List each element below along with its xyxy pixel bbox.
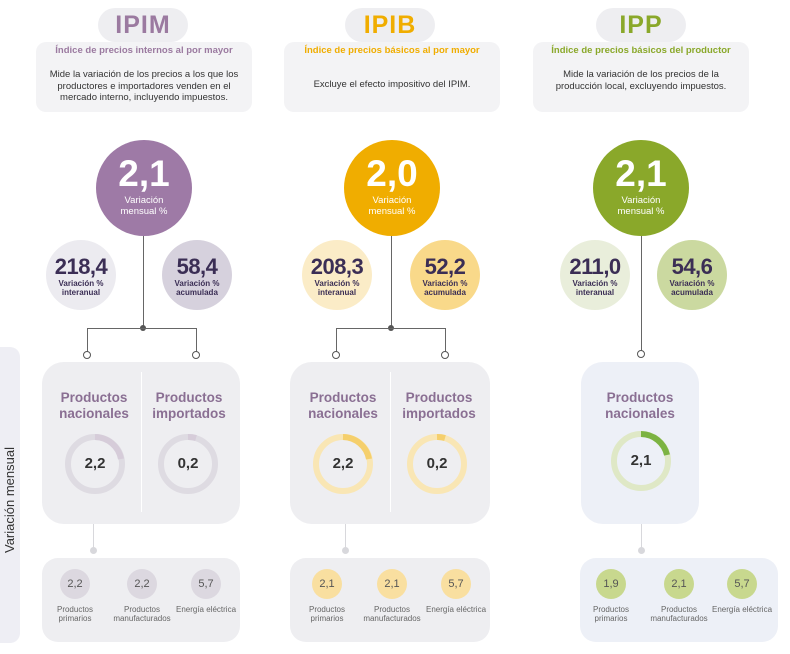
accumulated-circle: 58,4 Variación % acumulada: [162, 240, 232, 310]
product-national-label: Productos nacionales: [59, 390, 129, 421]
connector-node: [342, 547, 349, 554]
monthly-variation-circle: 2,1 Variación mensual %: [96, 140, 192, 236]
product-national-value: 2,2: [332, 455, 354, 472]
breakdown-primary-circle: 2,1: [312, 569, 342, 599]
description-box: Índice de precios básicos al por mayor E…: [284, 42, 500, 112]
connector-end-node: [332, 351, 340, 359]
products-panel: [581, 362, 699, 524]
panel-divider: [390, 372, 391, 512]
breakdown-manufactured-label: Productos manufacturados: [363, 605, 421, 623]
interannual-circle: 208,3 Variación % interanual: [302, 240, 372, 310]
accumulated-label: Variación % acumulada: [174, 279, 220, 297]
accumulated-label: Variación % acumulada: [422, 279, 468, 297]
column-subtitle: Índice de precios básicos del productor: [551, 45, 731, 56]
panel-divider: [141, 372, 142, 512]
connector-line: [445, 328, 446, 352]
product-national-value: 2,1: [630, 452, 652, 469]
column-title: IPIM: [98, 8, 188, 42]
interannual-circle: 211,0 Variación % interanual: [560, 240, 630, 310]
description-box: Índice de precios básicos del productor …: [533, 42, 749, 112]
monthly-value: 2,0: [366, 153, 418, 194]
monthly-label: Variación mensual %: [368, 195, 416, 217]
breakdown-energy-circle: 5,7: [191, 569, 221, 599]
column-title: IPP: [596, 8, 686, 42]
monthly-label: Variación mensual %: [617, 195, 665, 217]
accumulated-value: 54,6: [671, 254, 713, 279]
connector-line: [93, 524, 94, 550]
breakdown-manufactured-circle: 2,2: [127, 569, 157, 599]
connector-line: [345, 524, 346, 550]
product-imported-value: 0,2: [426, 455, 448, 472]
connector-line: [87, 328, 197, 329]
accumulated-circle: 54,6 Variación % acumulada: [657, 240, 727, 310]
ring-gauge-national: [313, 434, 373, 494]
interannual-label: Variación % interanual: [572, 279, 618, 297]
connector-line: [87, 328, 88, 352]
product-imported-label: Productos importados: [402, 390, 476, 421]
interannual-circle: 218,4 Variación % interanual: [46, 240, 116, 310]
column-subtitle: Índice de precios básicos al por mayor: [304, 45, 480, 56]
column-description: Mide la variación de los precios de la p…: [555, 69, 727, 92]
connector-end-node: [83, 351, 91, 359]
column-description: Excluye el efecto impositivo del IPIM.: [313, 79, 471, 90]
monthly-variation-circle: 2,1 Variación mensual %: [593, 140, 689, 236]
connector-end-node: [192, 351, 200, 359]
description-box: Índice de precios internos al por mayor …: [36, 42, 252, 112]
product-imported-label: Productos importados: [152, 390, 226, 421]
breakdown-manufactured-circle: 2,1: [664, 569, 694, 599]
breakdown-energy-label: Energía eléctrica: [425, 605, 487, 614]
connector-line: [336, 328, 446, 329]
monthly-value: 2,1: [118, 153, 170, 194]
connector-node: [90, 547, 97, 554]
connector-line: [641, 236, 642, 351]
breakdown-primary-label: Productos primarios: [592, 605, 630, 623]
column-description: Mide la variación de los precios a los q…: [49, 69, 239, 103]
connector-line: [196, 328, 197, 352]
breakdown-energy-circle: 5,7: [727, 569, 757, 599]
accumulated-value: 58,4: [176, 254, 218, 279]
ring-gauge-national: [611, 431, 671, 491]
connector-line: [391, 236, 392, 328]
product-national-label: Productos nacionales: [605, 390, 675, 421]
breakdown-energy-label: Energía eléctrica: [175, 605, 237, 614]
interannual-value: 208,3: [310, 254, 364, 279]
breakdown-manufactured-label: Productos manufacturados: [113, 605, 171, 623]
connector-end-node: [441, 351, 449, 359]
monthly-label: Variación mensual %: [120, 195, 168, 217]
column-title: IPIB: [345, 8, 435, 42]
connector-end-node: [637, 350, 645, 358]
accumulated-circle: 52,2 Variación % acumulada: [410, 240, 480, 310]
accumulated-value: 52,2: [424, 254, 466, 279]
interannual-label: Variación % interanual: [58, 279, 104, 297]
monthly-variation-circle: 2,0 Variación mensual %: [344, 140, 440, 236]
breakdown-energy-circle: 5,7: [441, 569, 471, 599]
breakdown-primary-label: Productos primarios: [56, 605, 94, 623]
breakdown-manufactured-label: Productos manufacturados: [650, 605, 708, 623]
column-subtitle: Índice de precios internos al por mayor: [55, 45, 233, 56]
side-label: Variación mensual: [2, 447, 17, 553]
ring-gauge-national: [65, 434, 125, 494]
product-imported-value: 0,2: [177, 455, 199, 472]
interannual-label: Variación % interanual: [314, 279, 360, 297]
connector-line: [336, 328, 337, 352]
connector-node: [638, 547, 645, 554]
breakdown-manufactured-circle: 2,1: [377, 569, 407, 599]
ring-gauge-imported: [407, 434, 467, 494]
monthly-value: 2,1: [615, 153, 667, 194]
breakdown-primary-label: Productos primarios: [308, 605, 346, 623]
side-bar: [0, 347, 20, 643]
connector-line: [641, 524, 642, 550]
interannual-value: 211,0: [569, 254, 621, 279]
interannual-value: 218,4: [54, 254, 108, 279]
ring-gauge-imported: [158, 434, 218, 494]
breakdown-primary-circle: 2,2: [60, 569, 90, 599]
accumulated-label: Variación % acumulada: [669, 279, 715, 297]
product-national-value: 2,2: [84, 455, 106, 472]
breakdown-energy-label: Energía eléctrica: [711, 605, 773, 614]
product-national-label: Productos nacionales: [308, 390, 378, 421]
connector-line: [143, 236, 144, 328]
breakdown-primary-circle: 1,9: [596, 569, 626, 599]
